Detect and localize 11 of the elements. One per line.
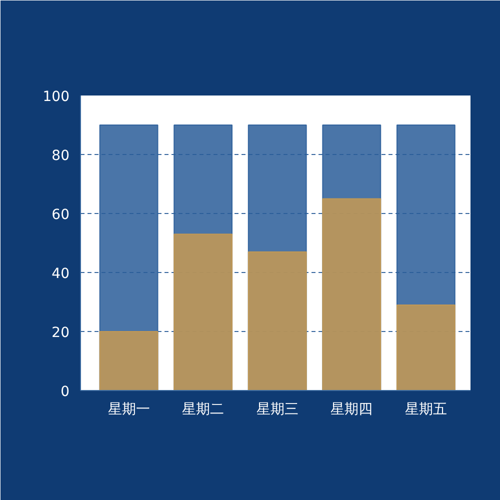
y-tick-label: 100 (42, 89, 70, 105)
y-tick-label: 40 (52, 266, 70, 282)
y-tick-label: 20 (52, 325, 70, 341)
y-tick-label: 60 (52, 207, 70, 223)
y-tick-label: 80 (52, 148, 70, 164)
x-tick-label: 星期四 (330, 402, 373, 418)
x-tick-label: 星期三 (256, 402, 298, 418)
x-tick-label: 星期五 (404, 402, 447, 418)
x-tick-label: 星期二 (182, 402, 224, 418)
y-tick-label: 0 (60, 384, 70, 400)
x-tick-label: 星期一 (108, 402, 150, 418)
